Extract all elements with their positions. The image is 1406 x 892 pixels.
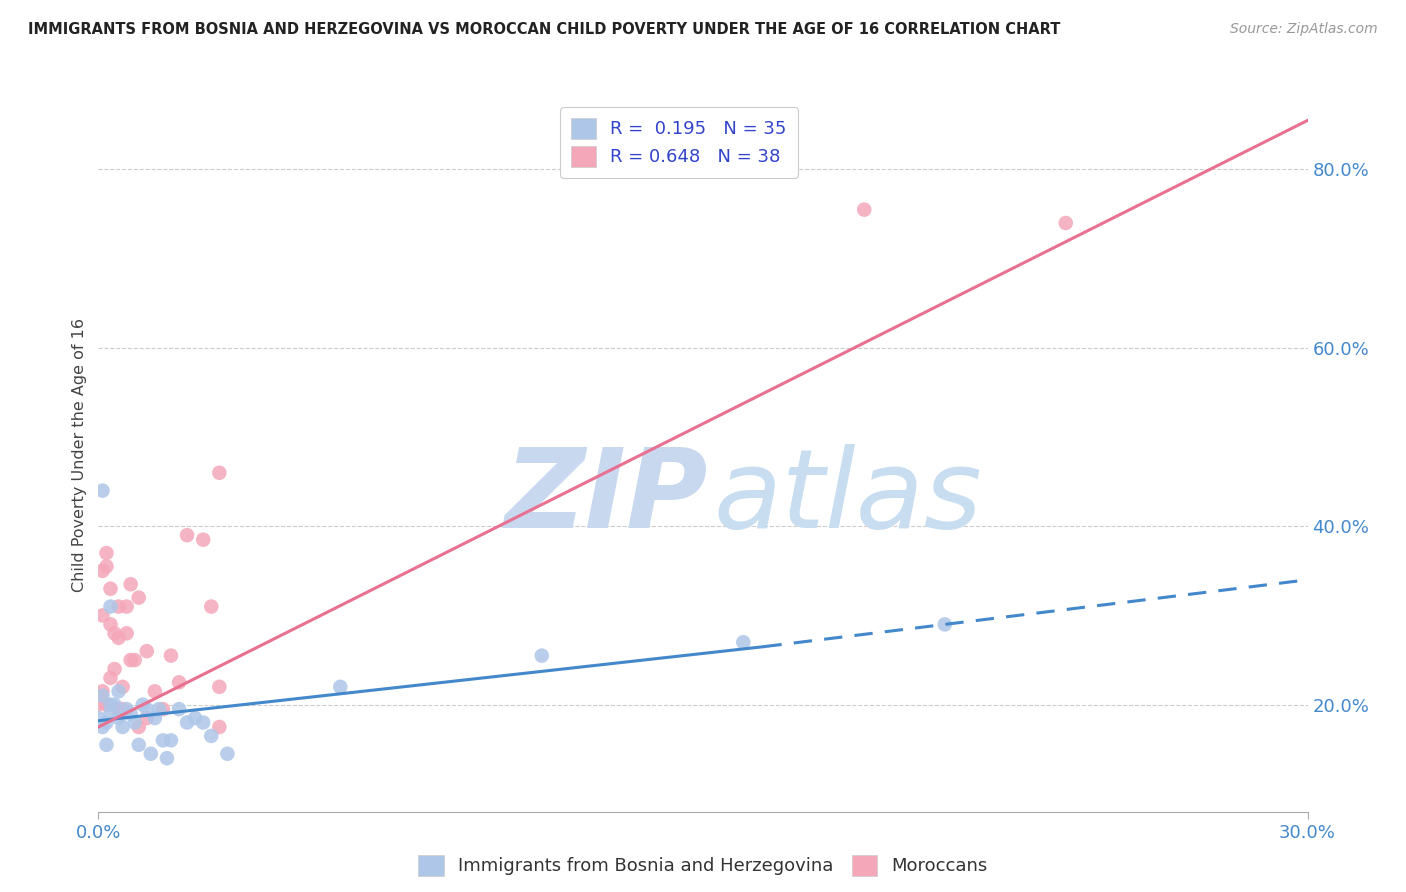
Point [217, 747, 239, 761]
Point [100, 698, 122, 712]
Point [152, 702, 174, 716]
Text: IMMIGRANTS FROM BOSNIA AND HERZEGOVINA VS MOROCCAN CHILD POVERTY UNDER THE AGE O: IMMIGRANTS FROM BOSNIA AND HERZEGOVINA V… [28, 22, 1060, 37]
Point [115, 626, 138, 640]
Point [111, 720, 134, 734]
Point [128, 720, 150, 734]
Point [733, 635, 755, 649]
Point [208, 680, 231, 694]
Point [103, 662, 125, 676]
Point [120, 706, 142, 721]
Point [530, 648, 553, 663]
Point [111, 702, 134, 716]
Point [100, 671, 122, 685]
Point [148, 702, 170, 716]
Point [156, 751, 179, 765]
Point [143, 711, 166, 725]
Point [96, 698, 118, 712]
Point [160, 648, 183, 663]
Point [96, 738, 118, 752]
Text: Source: ZipAtlas.com: Source: ZipAtlas.com [1230, 22, 1378, 37]
Y-axis label: Child Poverty Under the Age of 16: Child Poverty Under the Age of 16 [72, 318, 87, 592]
Point [100, 706, 122, 721]
Point [200, 729, 222, 743]
Point [152, 733, 174, 747]
Point [100, 617, 122, 632]
Point [115, 599, 138, 614]
Point [115, 702, 138, 716]
Point [143, 684, 166, 698]
Point [120, 577, 142, 591]
Text: ZIP: ZIP [505, 444, 709, 551]
Point [208, 720, 231, 734]
Point [167, 675, 190, 690]
Point [1054, 216, 1077, 230]
Point [87, 711, 110, 725]
Point [100, 599, 122, 614]
Point [176, 528, 198, 542]
Point [107, 599, 129, 614]
Point [91, 483, 114, 498]
Point [128, 591, 150, 605]
Point [193, 533, 215, 547]
Point [934, 617, 956, 632]
Point [208, 466, 231, 480]
Point [128, 738, 150, 752]
Point [91, 689, 114, 703]
Point [91, 608, 114, 623]
Point [103, 626, 125, 640]
Point [135, 644, 157, 658]
Point [176, 715, 198, 730]
Point [132, 698, 155, 712]
Text: atlas: atlas [714, 444, 983, 551]
Point [91, 684, 114, 698]
Point [167, 702, 190, 716]
Point [111, 680, 134, 694]
Point [120, 653, 142, 667]
Point [135, 702, 157, 716]
Point [103, 698, 125, 712]
Point [135, 711, 157, 725]
Legend: Immigrants from Bosnia and Herzegovina, Moroccans: Immigrants from Bosnia and Herzegovina, … [409, 846, 997, 885]
Point [853, 202, 876, 217]
Point [107, 711, 129, 725]
Point [124, 653, 146, 667]
Point [139, 747, 162, 761]
Point [107, 631, 129, 645]
Point [124, 715, 146, 730]
Point [184, 711, 207, 725]
Point [96, 559, 118, 574]
Point [193, 715, 215, 730]
Point [87, 698, 110, 712]
Point [107, 702, 129, 716]
Point [200, 599, 222, 614]
Point [100, 582, 122, 596]
Point [107, 684, 129, 698]
Point [329, 680, 352, 694]
Point [91, 720, 114, 734]
Point [160, 733, 183, 747]
Point [91, 564, 114, 578]
Point [96, 546, 118, 560]
Point [96, 715, 118, 730]
